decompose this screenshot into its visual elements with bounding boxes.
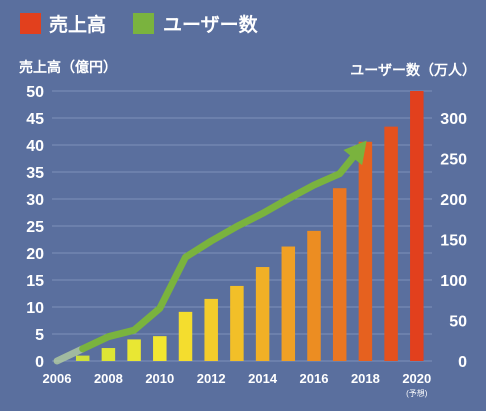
left-tick-label: 50: [26, 84, 44, 101]
left-axis-title: 売上高（億円）: [19, 59, 117, 75]
sales-bar: [178, 311, 193, 361]
right-axis-ticks: 0 50 100 150 200 250 300: [440, 111, 467, 371]
right-axis-title: ユーザー数（万人）: [350, 62, 476, 78]
sales-bar: [307, 230, 321, 361]
x-tick-label: 2018: [351, 371, 380, 386]
sales-bar: [230, 285, 244, 361]
x-tick-label: 2010: [145, 371, 174, 386]
left-tick-label: 15: [26, 273, 44, 290]
right-tick-label: 200: [440, 192, 467, 209]
right-tick-label: 0: [458, 354, 467, 371]
x-tick-label: 2012: [197, 371, 226, 386]
right-tick-label: 100: [440, 273, 467, 290]
legend-swatch-sales: [20, 13, 41, 34]
left-tick-label: 20: [26, 246, 44, 263]
sales-bars: [75, 91, 424, 361]
sales-bar: [127, 339, 141, 361]
x-tick-label: 2016: [300, 371, 329, 386]
right-tick-label: 50: [449, 313, 467, 330]
legend: 売上高 ユーザー数: [20, 13, 259, 36]
sales-bar: [410, 91, 424, 361]
users-line-path: [79, 154, 357, 353]
x-tick-label: 2008: [94, 371, 123, 386]
left-tick-label: 40: [26, 138, 44, 155]
left-tick-label: 10: [26, 300, 44, 317]
left-axis-ticks: 0 5 10 15 20 25 30 35 40 45 50: [26, 84, 44, 371]
sales-bar: [101, 348, 116, 361]
legend-label-sales: 売上高: [49, 13, 106, 36]
x-tick-label: 2006: [43, 371, 72, 386]
sales-bar: [153, 336, 167, 361]
left-tick-label: 5: [35, 327, 44, 344]
x-tick-label: 2014: [248, 371, 278, 386]
sales-bar: [255, 267, 270, 361]
right-tick-label: 150: [440, 232, 467, 249]
right-tick-label: 250: [440, 151, 467, 168]
users-line-start: [53, 345, 87, 365]
left-tick-label: 0: [35, 354, 44, 371]
left-tick-label: 25: [26, 219, 44, 236]
sales-bar: [384, 126, 398, 361]
sales-bar: [332, 188, 347, 361]
x-tick-note: (予想): [406, 388, 428, 398]
sales-bar: [204, 298, 218, 361]
users-line: [53, 140, 367, 365]
x-axis-ticks: 2006 2008 2010 2012 2014 2016 2018 2020 (予想): [43, 371, 432, 398]
left-tick-label: 45: [26, 111, 44, 128]
left-tick-label: 30: [26, 192, 44, 209]
sales-bar: [358, 141, 373, 361]
legend-label-users: ユーザー数: [163, 13, 259, 36]
legend-swatch-users: [133, 13, 154, 34]
sales-bar: [75, 355, 90, 361]
left-tick-label: 35: [26, 165, 44, 182]
right-tick-label: 300: [440, 111, 467, 128]
users-line-arrowhead: [343, 140, 367, 166]
sales-bar: [281, 246, 296, 361]
x-tick-label: 2020: [402, 371, 431, 386]
